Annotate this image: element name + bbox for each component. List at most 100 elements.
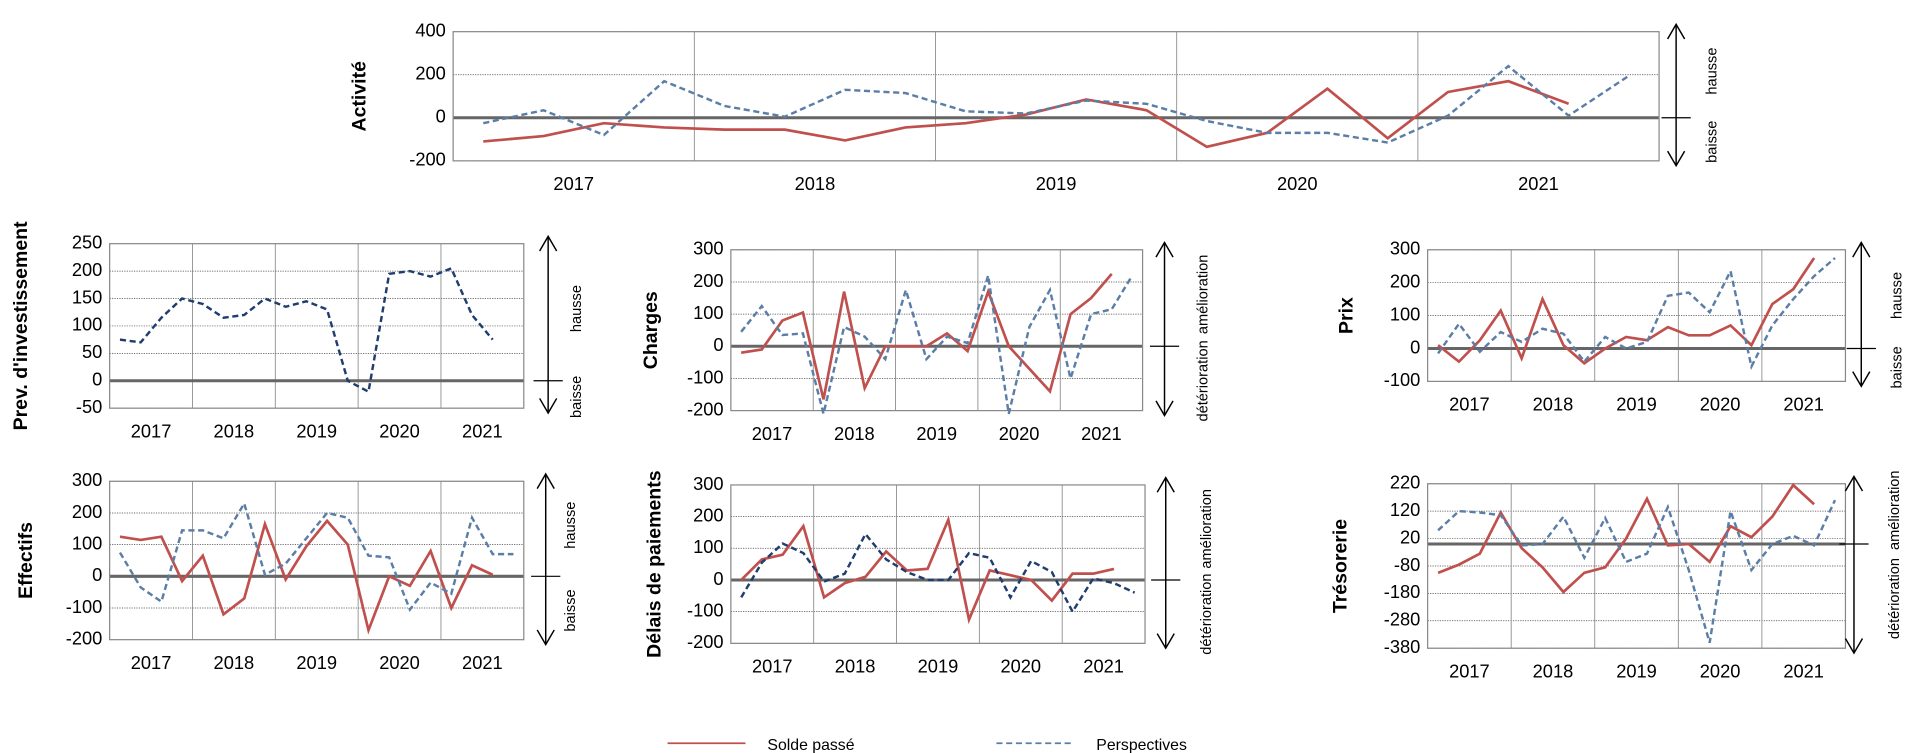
y-tick-label: 100 — [693, 302, 723, 323]
series-line — [1437, 483, 1816, 594]
y-tick-label: -200 — [409, 149, 446, 170]
annotation: détérioration — [1887, 558, 1903, 639]
series-line — [1437, 257, 1836, 371]
y-axis-title: Prix — [1335, 297, 1357, 334]
x-tick-label: 2019 — [1616, 660, 1657, 681]
annotation: hausse — [569, 285, 585, 332]
x-tick-label: 2017 — [553, 173, 594, 194]
y-tick-label: 400 — [415, 20, 445, 41]
annotation: baisse — [1890, 346, 1906, 388]
annotation: baisse — [563, 589, 579, 631]
series-line — [740, 531, 1136, 615]
x-tick-label: 2017 — [131, 420, 172, 441]
x-tick-label: 2021 — [1783, 394, 1824, 415]
annotation: hausse — [1890, 272, 1906, 319]
y-tick-label: 200 — [693, 504, 723, 525]
plot-frame — [109, 480, 525, 641]
plot-frame — [730, 484, 1146, 644]
y-tick-label: -380 — [1384, 636, 1421, 657]
x-tick-label: 2020 — [1700, 660, 1741, 681]
series-line — [483, 64, 1630, 144]
series-line — [483, 79, 1570, 149]
annotation: détérioration — [1195, 340, 1211, 421]
y-tick-label: -280 — [1384, 609, 1421, 630]
y-tick-label: -200 — [66, 628, 103, 649]
y-tick-label: -100 — [66, 596, 103, 617]
y-tick-label: 0 — [436, 106, 446, 127]
y-tick-label: 200 — [72, 259, 102, 280]
arrow-head — [536, 472, 555, 647]
x-tick-label: 2021 — [1081, 423, 1122, 444]
x-tick-label: 2018 — [795, 173, 836, 194]
x-tick-label: 2018 — [834, 423, 875, 444]
y-tick-label: 150 — [72, 286, 102, 307]
y-tick-label: -100 — [687, 366, 724, 387]
plot-frame — [1427, 249, 1847, 382]
series-line — [118, 500, 514, 613]
arrow-head — [1844, 474, 1864, 655]
y-tick-label: 0 — [1410, 336, 1420, 357]
y-tick-label: 0 — [713, 334, 723, 355]
series-line — [740, 274, 1134, 415]
x-tick-label: 2017 — [1449, 394, 1490, 415]
x-tick-label: 2018 — [1533, 394, 1574, 415]
y-tick-label: 200 — [415, 63, 445, 84]
x-tick-label: 2018 — [214, 652, 255, 673]
series-line — [1437, 257, 1816, 365]
x-tick-label: 2017 — [752, 656, 793, 677]
y-axis-title: Trésorerie — [1329, 519, 1351, 613]
arrow-head — [1155, 241, 1174, 417]
annotation: amélioration — [1195, 255, 1211, 335]
y-tick-label: 20 — [1400, 526, 1420, 547]
series-line — [119, 266, 494, 394]
x-tick-label: 2021 — [1518, 173, 1559, 194]
x-tick-label: 2017 — [1449, 660, 1490, 681]
y-tick-label: 200 — [72, 501, 102, 522]
x-tick-label: 2019 — [296, 652, 337, 673]
series-line — [1437, 499, 1837, 644]
y-tick-label: 120 — [1390, 499, 1420, 520]
x-tick-label: 2021 — [462, 420, 503, 441]
y-tick-label: -200 — [687, 398, 724, 419]
series-line — [740, 273, 1113, 400]
y-tick-label: 0 — [92, 369, 102, 390]
x-tick-label: 2018 — [1533, 660, 1574, 681]
y-tick-label: 0 — [92, 564, 102, 585]
x-tick-label: 2020 — [1700, 394, 1741, 415]
arrow-head — [1852, 241, 1871, 388]
y-axis-title: Délais de paiements — [644, 470, 666, 658]
y-tick-label: 300 — [1390, 238, 1420, 259]
x-tick-label: 2018 — [835, 656, 876, 677]
series-line — [740, 515, 1115, 625]
annotation: baisse — [569, 376, 585, 418]
x-tick-label: 2019 — [918, 656, 959, 677]
plot-frame — [109, 243, 525, 409]
y-tick-label: -100 — [687, 599, 724, 620]
annotation: hausse — [563, 502, 579, 549]
annotation: amélioration — [1199, 489, 1215, 569]
arrow-head — [538, 234, 558, 415]
x-tick-label: 2018 — [214, 420, 255, 441]
y-tick-label: 200 — [693, 270, 723, 291]
y-tick-label: 100 — [72, 314, 102, 335]
y-tick-label: 300 — [693, 473, 723, 494]
y-tick-label: 200 — [1390, 271, 1420, 292]
y-tick-label: 250 — [72, 232, 102, 253]
x-tick-label: 2021 — [1083, 656, 1124, 677]
x-tick-label: 2020 — [379, 420, 420, 441]
annotation: hausse — [1705, 48, 1721, 95]
arrow-head — [1666, 22, 1686, 168]
arrow-head — [1156, 476, 1175, 650]
x-tick-label: 2019 — [1036, 173, 1077, 194]
y-tick-label: -50 — [76, 396, 102, 417]
plot-frame — [730, 249, 1144, 412]
plot-frame — [1427, 483, 1847, 649]
annotation: détérioration — [1199, 573, 1215, 654]
x-tick-label: 2017 — [131, 652, 172, 673]
x-tick-label: 2021 — [462, 652, 503, 673]
x-tick-label: 2020 — [999, 423, 1040, 444]
x-tick-label: 2019 — [916, 423, 957, 444]
y-tick-label: 50 — [82, 341, 102, 362]
